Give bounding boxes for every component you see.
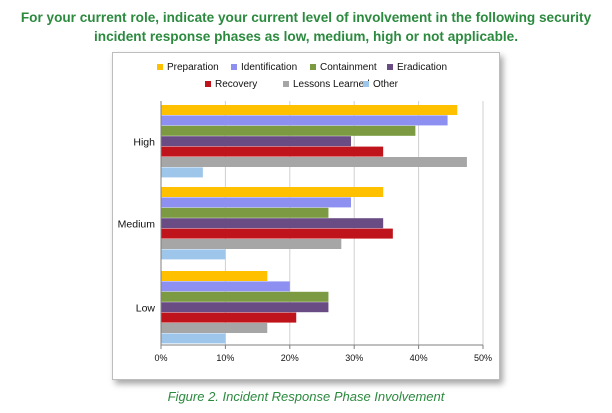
bar-medium-eradication <box>161 218 384 229</box>
legend-swatch-preparation <box>157 64 163 70</box>
chart-panel: Preparation Identification Containment Erad… <box>112 52 500 380</box>
x-tick-label-0: 0% <box>154 353 167 363</box>
legend-label-other: Other <box>373 79 399 90</box>
question-line-2: incident response phases as low, medium,… <box>93 29 518 44</box>
question-line-1: For your current role, indicate your cur… <box>20 10 592 25</box>
bar-low-eradication <box>161 302 329 313</box>
bar-high-other <box>161 167 203 178</box>
bar-high-containment <box>161 125 416 136</box>
bar-low-identification <box>161 281 290 292</box>
bar-high-preparation <box>161 105 458 115</box>
bar-medium-lessons-learned <box>161 239 342 249</box>
bar-low-lessons-learned <box>161 323 268 333</box>
figure-caption: Figure 2. Incident Response Phase Involv… <box>167 389 445 404</box>
legend-label-containment: Containment <box>320 62 377 73</box>
category-label-medium: Medium <box>118 218 156 230</box>
legend-swatch-eradication <box>387 64 393 70</box>
bar-high-lessons-learned <box>161 157 467 167</box>
bars: High Medium Low <box>118 105 467 344</box>
survey-question: For your current role, indicate your cur… <box>0 8 612 46</box>
bar-chart: Preparation Identification Containment Erad… <box>118 62 492 363</box>
axes: 0% 10% 20% 30% 40% 50% <box>154 101 492 363</box>
legend-label-preparation: Preparation <box>167 62 219 73</box>
legend-swatch-lessons-learned <box>283 81 289 87</box>
bar-low-other <box>161 333 226 344</box>
bar-high-recovery <box>161 146 384 157</box>
legend-swatch-containment <box>310 64 316 70</box>
bar-low-preparation <box>161 271 268 281</box>
legend-swatch-recovery <box>205 81 211 87</box>
x-tick-label-40: 40% <box>410 353 428 363</box>
x-tick-label-50: 50% <box>474 353 492 363</box>
x-tick-label-30: 30% <box>345 353 363 363</box>
bar-medium-other <box>161 249 226 260</box>
legend-swatch-other <box>363 81 369 87</box>
bar-low-recovery <box>161 312 297 323</box>
bar-medium-recovery <box>161 228 393 239</box>
x-tick-label-20: 20% <box>281 353 299 363</box>
bar-high-identification <box>161 115 448 126</box>
bar-medium-containment <box>161 207 329 218</box>
bar-low-containment <box>161 291 329 302</box>
legend-swatch-identification <box>231 64 237 70</box>
legend-label-lessons-learned: Lessons Learned <box>293 79 370 90</box>
bar-medium-identification <box>161 197 351 208</box>
bar-high-eradication <box>161 136 351 147</box>
category-label-low: Low <box>136 302 156 314</box>
x-tick-label-10: 10% <box>216 353 234 363</box>
legend-label-identification: Identification <box>241 62 297 73</box>
bar-medium-preparation <box>161 187 384 197</box>
legend-label-eradication: Eradication <box>397 62 447 73</box>
legend-label-recovery: Recovery <box>215 79 257 90</box>
category-label-high: High <box>133 136 155 148</box>
legend: Preparation Identification Containment Erad… <box>157 62 447 90</box>
